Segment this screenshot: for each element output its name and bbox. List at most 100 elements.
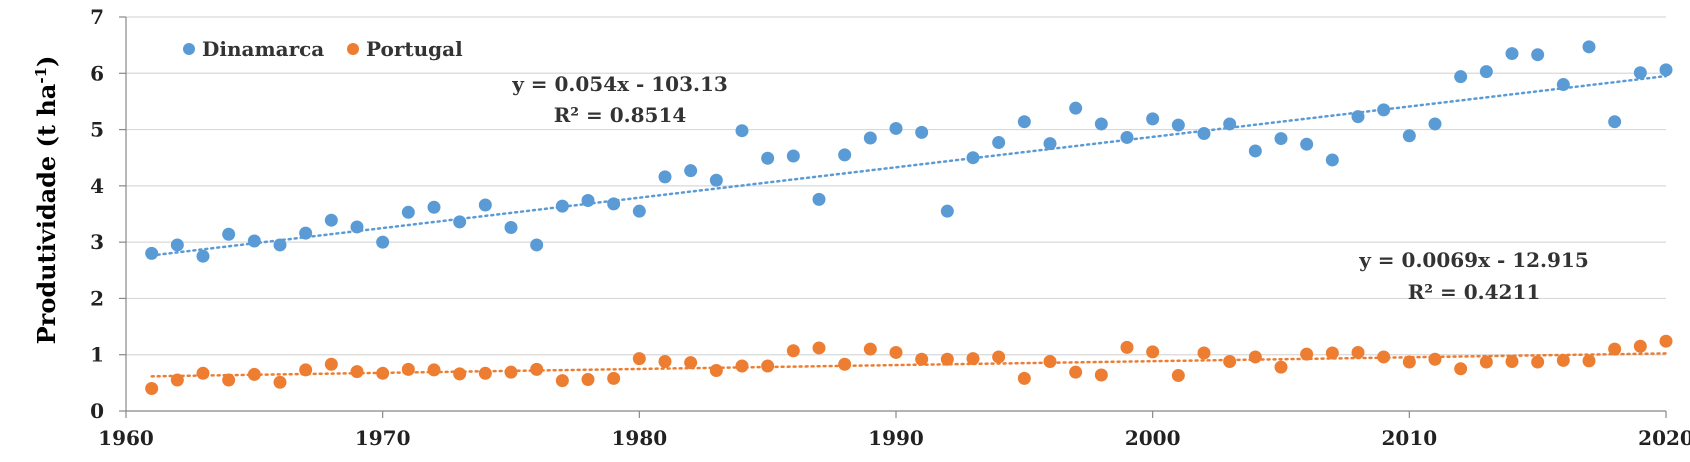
dinamarca-point-1989	[863, 131, 877, 145]
portugal-point-1969	[350, 365, 364, 379]
dinamarca-point-2020	[1659, 63, 1673, 77]
portugal-point-1964	[222, 373, 236, 387]
dinamarca-point-1980	[632, 204, 646, 218]
dinamarca-point-1977	[555, 199, 569, 213]
dinamarca-point-1965	[247, 234, 261, 248]
dinamarca-point-1985	[761, 151, 775, 165]
portugal-point-2020	[1659, 334, 1673, 348]
x-tick-label-2000: 2000	[1125, 426, 1181, 450]
portugal-point-1965	[247, 367, 261, 381]
portugal-trend-r2: R² = 0.4211	[1408, 280, 1541, 304]
portugal-point-2001	[1171, 369, 1185, 383]
dinamarca-point-1992	[940, 204, 954, 218]
y-tick-label-0: 0	[90, 399, 104, 423]
portugal-point-1996	[1043, 354, 1057, 368]
dinamarca-point-2015	[1531, 48, 1545, 62]
portugal-point-1970	[376, 366, 390, 380]
dinamarca-point-2003	[1223, 117, 1237, 131]
legend-label-portugal: Portugal	[366, 37, 463, 61]
dinamarca-point-1970	[376, 235, 390, 249]
dinamarca-point-2009	[1377, 103, 1391, 117]
legend-marker-dinamarca	[183, 43, 195, 55]
dinamarca-point-1997	[1069, 101, 1083, 115]
x-tick-label-2020: 2020	[1638, 426, 1690, 450]
portugal-point-1974	[478, 366, 492, 380]
portugal-point-1989	[863, 342, 877, 356]
legend-label-dinamarca: Dinamarca	[202, 37, 324, 61]
dinamarca-point-1998	[1094, 117, 1108, 131]
portugal-point-2003	[1223, 354, 1237, 368]
portugal-point-1990	[889, 345, 903, 359]
portugal-point-1993	[966, 352, 980, 366]
dinamarca-point-2010	[1402, 129, 1416, 143]
dinamarca-point-1962	[170, 238, 184, 252]
dinamarca-point-1974	[478, 198, 492, 212]
y-tick-label-1: 1	[90, 343, 104, 367]
dinamarca-point-2001	[1171, 118, 1185, 132]
dinamarca-point-1973	[453, 215, 467, 229]
dinamarca-point-1961	[145, 246, 159, 260]
dinamarca-point-2006	[1300, 137, 1314, 151]
portugal-point-1999	[1120, 340, 1134, 354]
dinamarca-point-2019	[1633, 66, 1647, 80]
portugal-point-1987	[812, 341, 826, 355]
portugal-point-2009	[1377, 350, 1391, 364]
dinamarca-point-1983	[709, 173, 723, 187]
portugal-point-2008	[1351, 345, 1365, 359]
dinamarca-point-1990	[889, 121, 903, 135]
trendline-equations: y = 0.054x - 103.13 R² = 0.8514 y = 0.00…	[511, 72, 1589, 304]
portugal-point-1991	[915, 352, 929, 366]
dinamarca-point-2016	[1556, 78, 1570, 92]
dinamarca-point-1994	[992, 136, 1006, 150]
dinamarca-trendline	[150, 74, 1668, 257]
dinamarca-point-1984	[735, 124, 749, 138]
dinamarca-point-1991	[915, 125, 929, 139]
portugal-point-1975	[504, 365, 518, 379]
dinamarca-trend-r2: R² = 0.8514	[554, 103, 687, 127]
portugal-point-1986	[786, 344, 800, 358]
dinamarca-trend-equation: y = 0.054x - 103.13	[511, 72, 728, 96]
dinamarca-point-1999	[1120, 130, 1134, 144]
dinamarca-point-1987	[812, 192, 826, 206]
dinamarca-point-1988	[838, 148, 852, 162]
dinamarca-point-2002	[1197, 127, 1211, 141]
dinamarca-point-1964	[222, 227, 236, 241]
portugal-point-2010	[1402, 355, 1416, 369]
portugal-point-1980	[632, 352, 646, 366]
portugal-point-1967	[299, 363, 313, 377]
portugal-point-1983	[709, 363, 723, 377]
portugal-point-2016	[1556, 353, 1570, 367]
dinamarca-point-1986	[786, 149, 800, 163]
portugal-point-1972	[427, 363, 441, 377]
dinamarca-point-1975	[504, 221, 518, 235]
portugal-point-1976	[530, 362, 544, 376]
dinamarca-point-1978	[581, 193, 595, 207]
dinamarca-point-2011	[1428, 117, 1442, 131]
portugal-point-1994	[992, 350, 1006, 364]
dinamarca-point-2004	[1248, 144, 1262, 158]
portugal-point-2015	[1531, 355, 1545, 369]
portugal-point-1981	[658, 354, 672, 368]
x-tick-label-1980: 1980	[611, 426, 667, 450]
portugal-point-2019	[1633, 339, 1647, 353]
y-tick-label-4: 4	[90, 174, 104, 198]
y-tick-label-3: 3	[90, 230, 104, 254]
dinamarca-point-2017	[1582, 40, 1596, 54]
dinamarca-point-1996	[1043, 137, 1057, 151]
x-tick-label-2010: 2010	[1381, 426, 1437, 450]
gridlines	[126, 16, 1666, 356]
x-tick-label-1990: 1990	[868, 426, 924, 450]
dinamarca-point-1966	[273, 238, 287, 252]
portugal-point-2002	[1197, 346, 1211, 360]
portugal-point-2005	[1274, 360, 1288, 374]
portugal-point-1978	[581, 372, 595, 386]
portugal-point-2007	[1325, 346, 1339, 360]
dinamarca-point-1963	[196, 249, 210, 263]
dinamarca-point-1968	[324, 213, 338, 227]
portugal-point-2011	[1428, 352, 1442, 366]
portugal-point-2018	[1608, 342, 1622, 356]
portugal-point-2012	[1454, 362, 1468, 376]
dinamarca-point-2000	[1146, 112, 1160, 126]
